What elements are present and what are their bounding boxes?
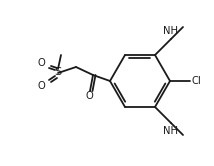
Text: Cl: Cl <box>192 76 202 86</box>
Text: NH: NH <box>163 26 178 36</box>
Text: NH: NH <box>163 126 178 136</box>
Text: S: S <box>54 67 62 77</box>
Text: O: O <box>85 91 93 101</box>
Text: O: O <box>37 81 45 91</box>
Text: O: O <box>37 58 45 68</box>
